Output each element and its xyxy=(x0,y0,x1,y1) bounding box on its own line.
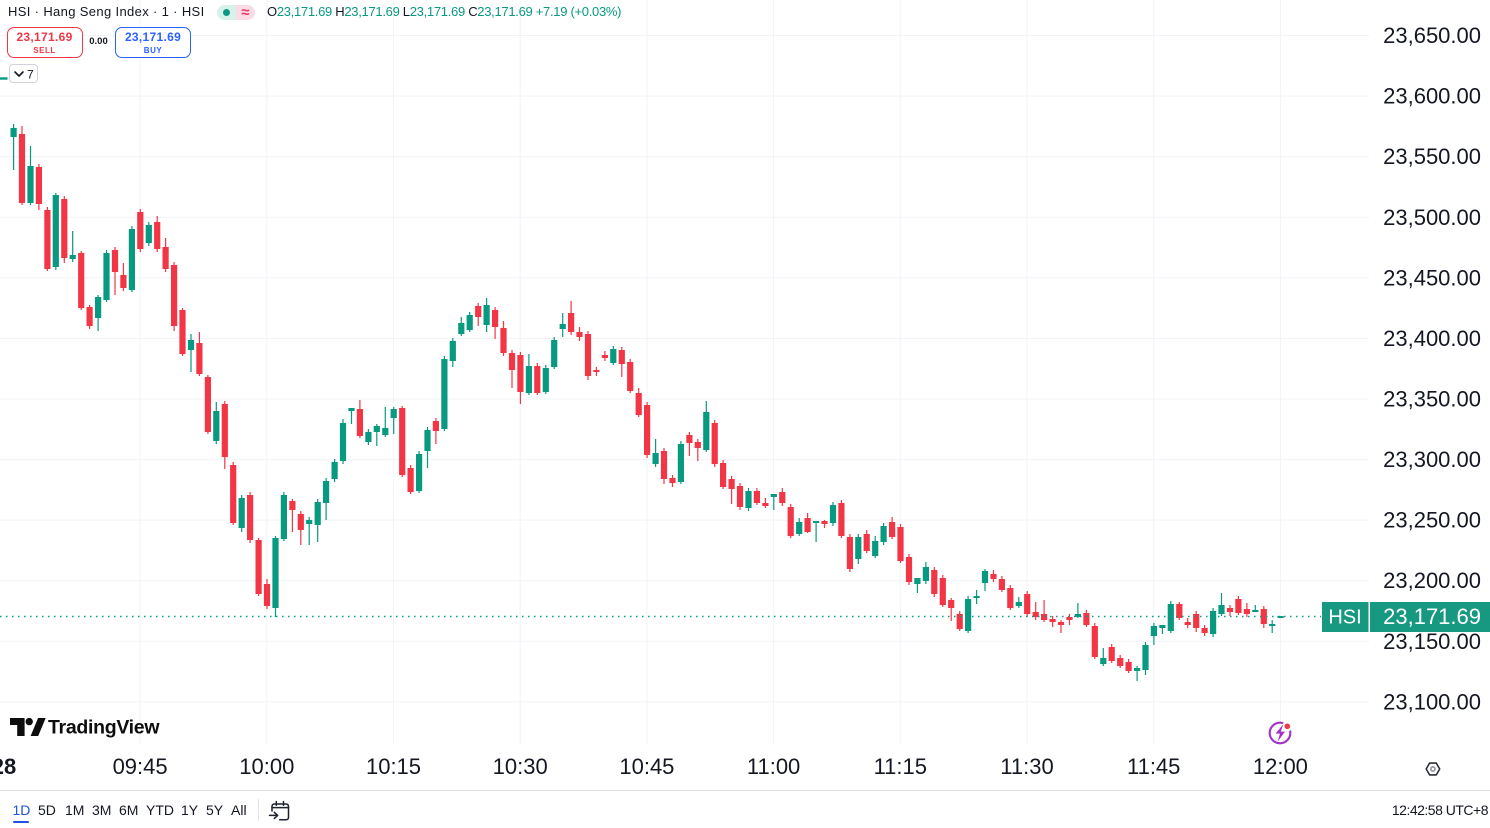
svg-text:28: 28 xyxy=(0,754,16,779)
svg-text:7: 7 xyxy=(27,68,34,82)
svg-text:23,200.00: 23,200.00 xyxy=(1383,568,1481,593)
svg-text:10:45: 10:45 xyxy=(619,754,674,779)
svg-text:10:30: 10:30 xyxy=(493,754,548,779)
svg-text:12:00: 12:00 xyxy=(1253,754,1308,779)
svg-text:10:15: 10:15 xyxy=(366,754,421,779)
svg-text:HSI: HSI xyxy=(1328,607,1361,629)
svg-text:23,450.00: 23,450.00 xyxy=(1383,265,1481,290)
svg-text:23,650.00: 23,650.00 xyxy=(1383,23,1481,48)
svg-text:11:15: 11:15 xyxy=(874,754,927,779)
svg-text:23,100.00: 23,100.00 xyxy=(1383,689,1481,714)
svg-text:10:00: 10:00 xyxy=(239,754,294,779)
svg-text:11:45: 11:45 xyxy=(1127,754,1180,779)
svg-text:23,600.00: 23,600.00 xyxy=(1383,84,1481,109)
svg-text:23,300.00: 23,300.00 xyxy=(1383,447,1481,472)
svg-text:11:30: 11:30 xyxy=(1000,754,1053,779)
svg-text:09:45: 09:45 xyxy=(113,754,168,779)
svg-text:23,250.00: 23,250.00 xyxy=(1383,508,1481,533)
svg-text:TradingView: TradingView xyxy=(48,716,160,738)
svg-text:23,550.00: 23,550.00 xyxy=(1383,144,1481,169)
svg-text:11:00: 11:00 xyxy=(747,754,800,779)
svg-text:23,400.00: 23,400.00 xyxy=(1383,326,1481,351)
svg-text:23,171.69: 23,171.69 xyxy=(1383,604,1481,629)
svg-text:23,500.00: 23,500.00 xyxy=(1383,205,1481,230)
svg-text:23,150.00: 23,150.00 xyxy=(1383,629,1481,654)
svg-text:23,350.00: 23,350.00 xyxy=(1383,387,1481,412)
